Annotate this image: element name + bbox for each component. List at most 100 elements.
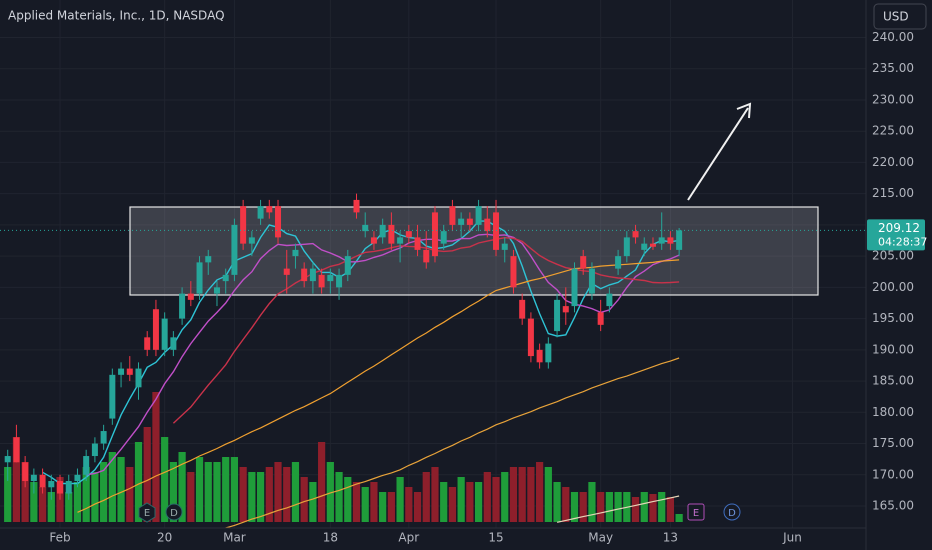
volume-bar <box>413 492 422 522</box>
candles <box>0 193 866 500</box>
candle-body <box>588 268 595 294</box>
volume-bar <box>509 467 518 522</box>
candle-body <box>57 481 64 494</box>
volume-bar <box>579 492 587 522</box>
volume-bar <box>492 477 500 522</box>
arrow <box>687 107 749 201</box>
candle-body <box>379 224 386 238</box>
price-label: 209.12 <box>878 221 920 235</box>
axes: 165.00 170.00 175.00 180.00 185.00 190.00 195.… <box>49 30 927 545</box>
volume-bar <box>248 472 256 522</box>
volume-bar <box>274 462 282 522</box>
volume-bar <box>309 482 317 522</box>
y-tick-label: 180.00 <box>872 405 914 419</box>
candle-body <box>388 224 395 244</box>
candle-body <box>571 268 578 307</box>
volume-bar <box>440 482 448 522</box>
y-tick-label: 235.00 <box>872 61 914 75</box>
event-label: E <box>144 508 150 519</box>
event-marker[interactable] <box>723 503 741 521</box>
y-tick-label: 195.00 <box>872 311 914 325</box>
candle-body <box>65 481 72 494</box>
candle-body <box>83 456 90 475</box>
candle-body <box>126 368 133 375</box>
candle-body <box>545 343 552 363</box>
volume-bar <box>134 442 143 522</box>
candle-body <box>615 256 622 269</box>
volume-bar <box>658 492 666 522</box>
y-tick-label: 230.00 <box>872 92 914 106</box>
volume-bar <box>204 462 212 522</box>
y-tick-label: 220.00 <box>872 155 914 169</box>
candle-body <box>222 274 229 282</box>
volume-bar <box>318 442 326 522</box>
volume-bar <box>265 467 273 522</box>
y-tick-label: 185.00 <box>872 374 914 388</box>
candle-body <box>318 274 325 288</box>
candle-body <box>91 443 98 457</box>
event-marker[interactable] <box>687 503 705 521</box>
candle-body <box>641 243 648 250</box>
candle-body <box>257 206 264 219</box>
x-tick-label: May <box>588 531 613 545</box>
candle-body <box>536 349 543 363</box>
volume-bar <box>73 482 82 522</box>
volume-bar <box>187 472 195 522</box>
candle-body <box>144 337 151 350</box>
x-tick-label: Apr <box>398 531 419 545</box>
candle-body <box>554 299 561 332</box>
candle-body <box>170 337 177 350</box>
currency-button[interactable] <box>873 3 927 30</box>
event-marker[interactable] <box>138 502 156 523</box>
event-marker[interactable] <box>165 503 183 521</box>
volume-bar <box>649 494 657 522</box>
candle-body <box>466 218 473 225</box>
volume-bar <box>38 487 47 522</box>
candle-body <box>458 218 465 225</box>
candle-body <box>527 318 534 357</box>
candle-body <box>283 268 290 275</box>
candle-body <box>344 256 351 275</box>
candle-body <box>597 312 604 325</box>
candle-body <box>48 481 55 488</box>
candle-body <box>22 462 29 482</box>
candle-body <box>405 231 412 238</box>
volume-bar <box>370 482 378 522</box>
volume-bar <box>213 462 221 522</box>
volume-bar <box>195 457 204 522</box>
candle-body <box>475 206 482 225</box>
volume-bar <box>405 487 413 522</box>
event-markers: E D E D <box>138 502 741 523</box>
volume-bar <box>91 472 99 522</box>
volume-bar <box>518 467 526 522</box>
volume-bar <box>256 472 265 522</box>
volume-bar <box>422 472 430 522</box>
volume-bar <box>300 477 308 522</box>
candle-body <box>440 231 447 244</box>
candle-body <box>13 437 20 463</box>
candle-body <box>667 237 674 244</box>
volume-bar <box>483 472 491 522</box>
candle-body <box>370 237 377 244</box>
volume-bar <box>108 452 116 522</box>
series-line <box>556 495 680 523</box>
volume-bar <box>117 457 125 522</box>
volume-bar <box>361 487 369 522</box>
volume-bar <box>230 457 239 522</box>
volume-bar <box>291 462 300 522</box>
volume-bar <box>169 462 177 522</box>
volume-bar <box>553 482 561 522</box>
event-label: D <box>170 508 178 519</box>
volume-bar <box>631 497 640 522</box>
volume-bar <box>588 482 596 522</box>
candle-body <box>205 256 212 263</box>
volume-bar <box>222 457 230 522</box>
y-tick-label: 190.00 <box>872 342 914 356</box>
candle-body <box>510 256 517 288</box>
candle-body <box>231 224 238 275</box>
candle-body <box>414 237 421 250</box>
y-tick-label: 165.00 <box>872 499 914 513</box>
x-tick-label: 13 <box>663 531 678 545</box>
currency[interactable]: USD <box>883 10 909 24</box>
candle-body <box>562 306 569 313</box>
